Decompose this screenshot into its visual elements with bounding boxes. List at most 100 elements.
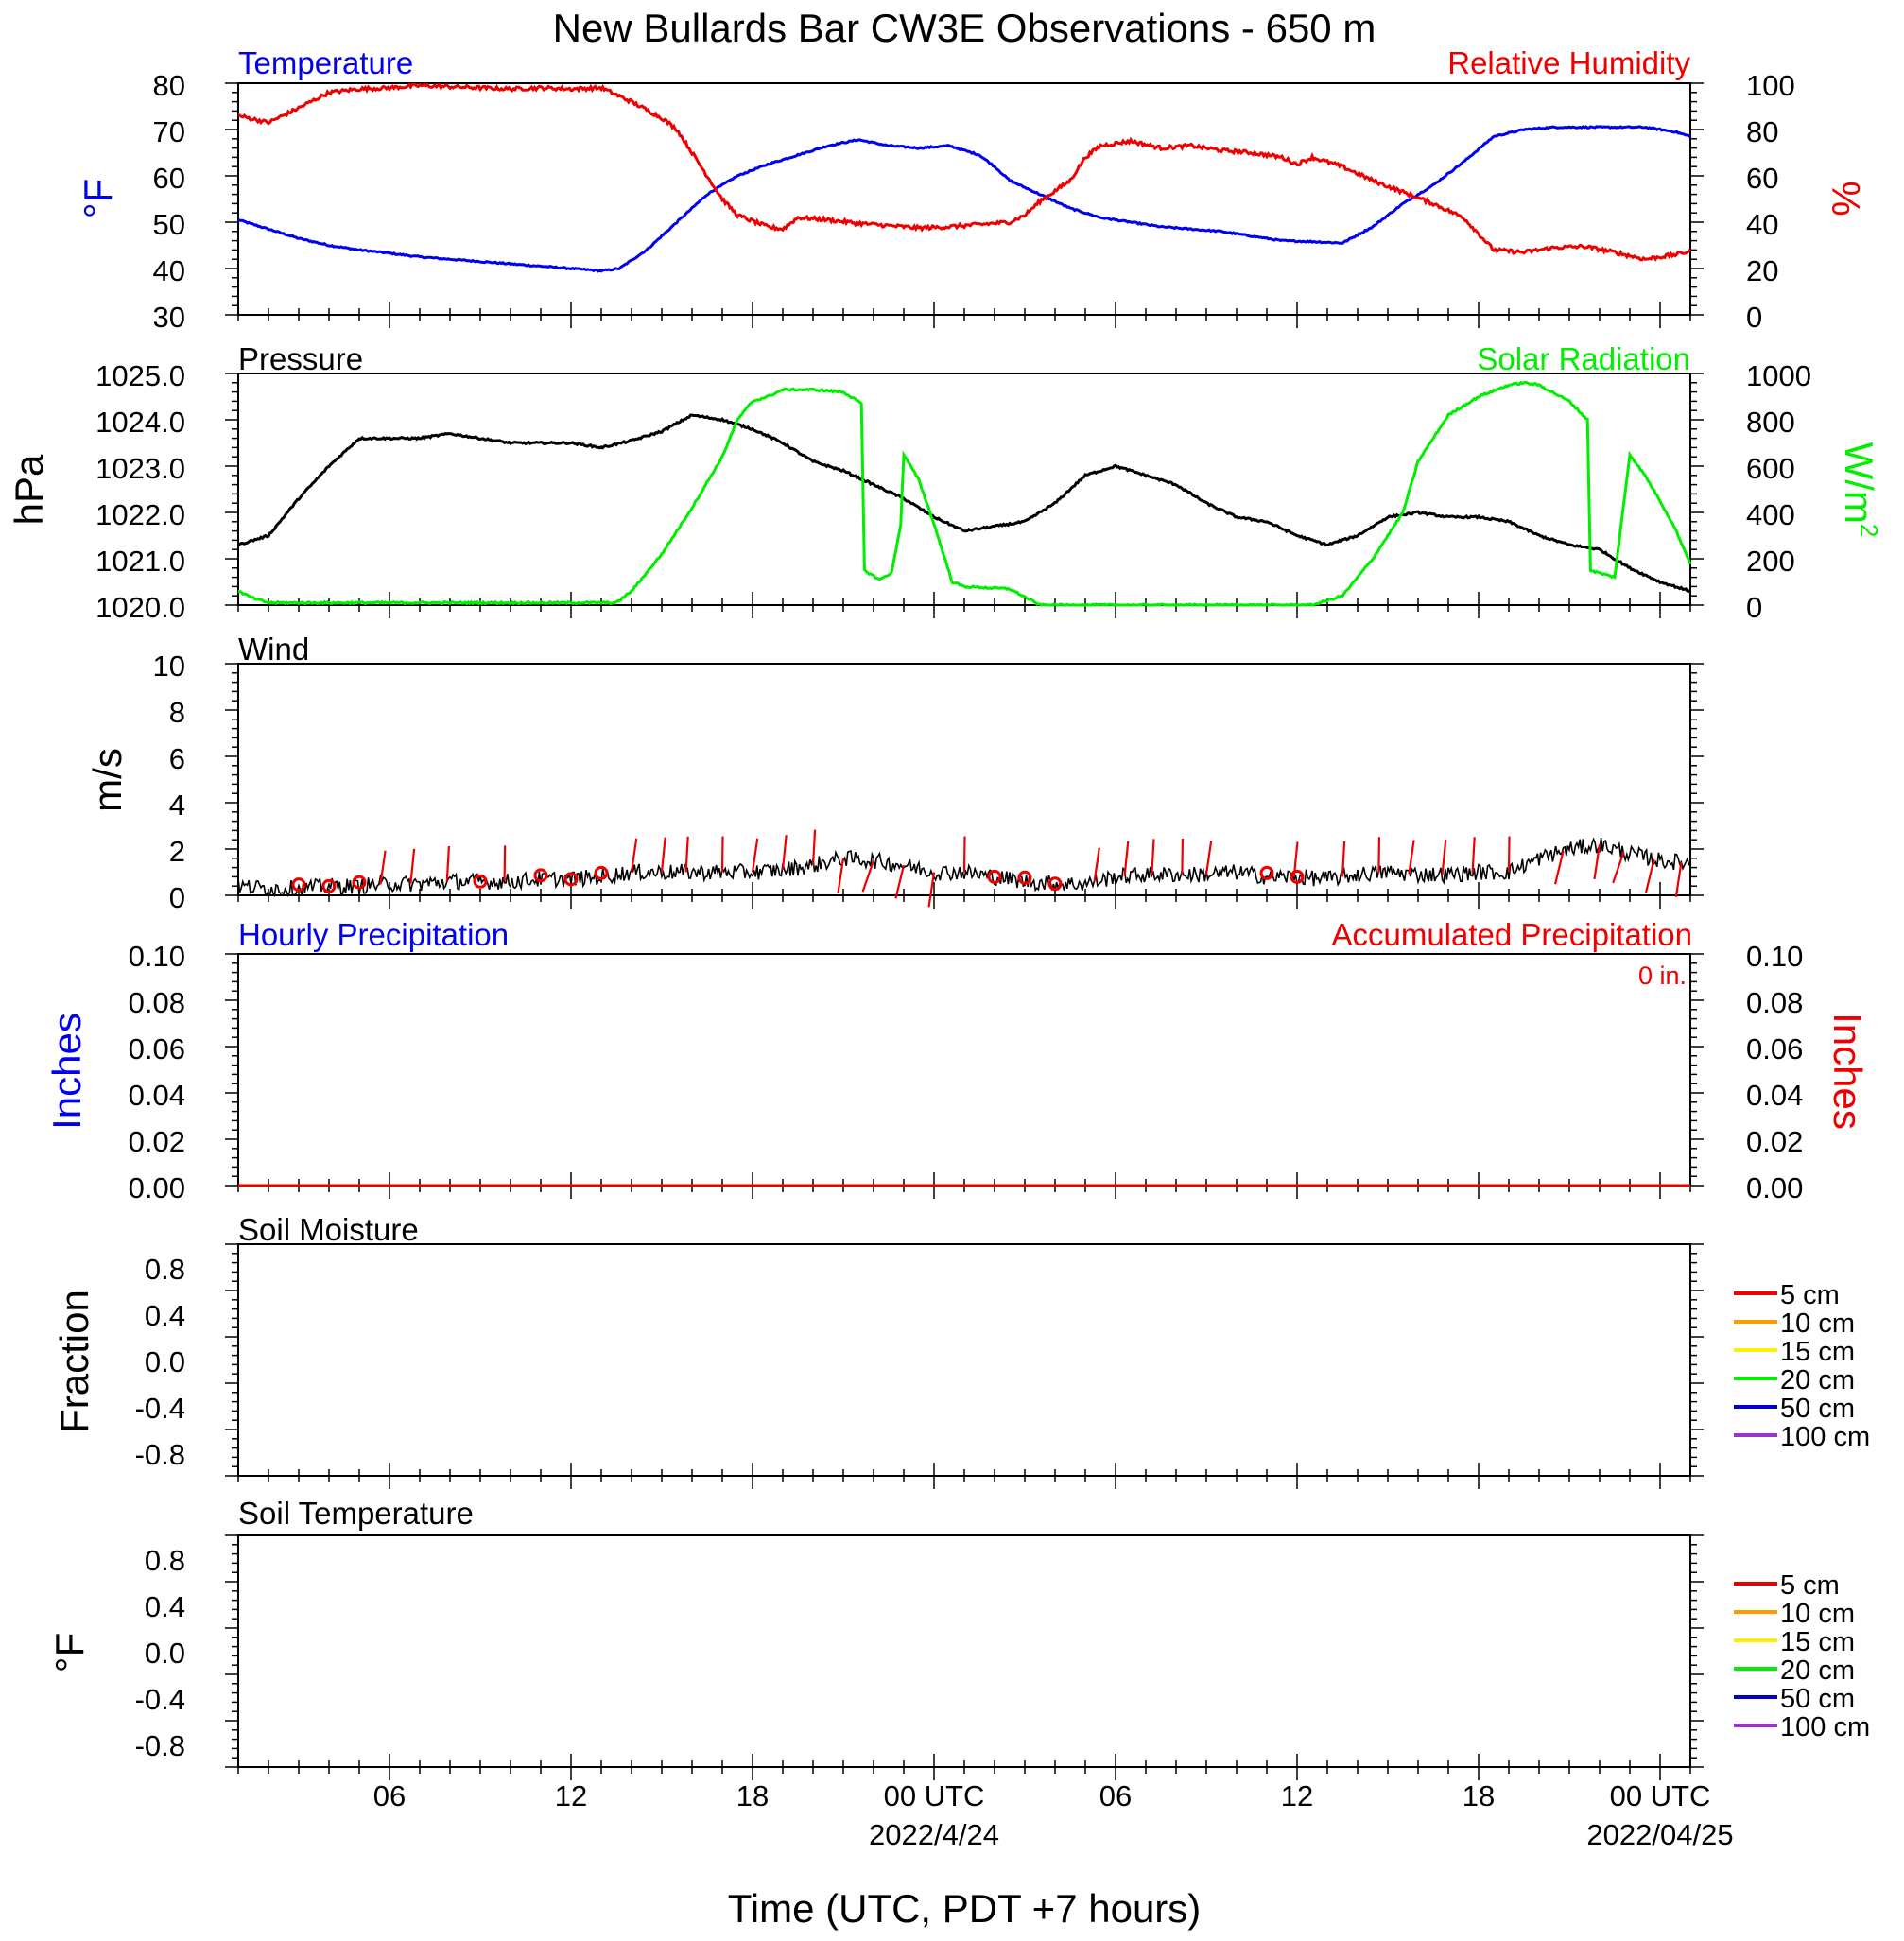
calm-wind-marker	[291, 877, 306, 893]
wind-barb	[503, 845, 507, 882]
legend-label: 15 cm	[1780, 1627, 1855, 1657]
soil-moisture-tick-label: 0.8	[145, 1253, 185, 1286]
precip-tick-label: 0.06	[129, 1032, 185, 1066]
wind-barb	[1507, 836, 1511, 873]
soil-moisture-tick-label: -0.4	[135, 1392, 185, 1425]
temp-tick-label: 30	[153, 301, 185, 334]
calm-wind-marker	[321, 878, 337, 893]
wind-barb	[962, 836, 966, 873]
soil-temp-frame	[237, 1534, 1691, 1768]
rh-tick-label: 0	[1746, 301, 1762, 334]
pressure-unit: hPa	[7, 454, 51, 525]
wind-tick-label: 0	[169, 881, 185, 914]
solar-radiation-line	[237, 380, 1692, 607]
legend-label: 10 cm	[1780, 1599, 1855, 1629]
soil-temp-ticks	[225, 1534, 1704, 1780]
wind-ticks	[225, 663, 1704, 909]
legend-label: 50 cm	[1780, 1684, 1855, 1714]
soil-moisture-tick-label: 0.0	[145, 1345, 185, 1378]
pressure-solar-frame	[237, 373, 1691, 606]
x-tick-label: 12	[1281, 1779, 1313, 1812]
wind-barb	[1292, 841, 1299, 877]
x-axis: 06 12 18 00 UTC 06 12 18 00 UTC 2022/4/2…	[373, 1779, 1734, 1931]
wind-barb	[630, 838, 638, 873]
wind-barb	[1093, 847, 1100, 882]
pressure-solar-ticks	[225, 373, 1704, 618]
temp-tick-label: 70	[153, 115, 185, 148]
temp-rh-frame	[237, 82, 1691, 316]
panel-temp-rh: Temperature Relative Humidity °F % 80 70…	[76, 45, 1868, 334]
x-axis-title: Time (UTC, PDT +7 hours)	[728, 1886, 1202, 1931]
wind-barb	[1593, 843, 1601, 880]
panel-soil-temperature: Soil Temperature °F 0.8 0.4 0.0 -0.4 -0.…	[47, 1496, 1870, 1780]
wind-barb	[861, 859, 875, 893]
pressure-tick-label: 1025.0	[95, 359, 185, 392]
solar-unit-base: W/m	[1837, 442, 1881, 524]
accum-tick-label: 0.02	[1746, 1125, 1803, 1158]
pressure-tick-label: 1020.0	[95, 591, 185, 624]
rh-tick-label: 20	[1746, 254, 1778, 287]
legend-label: 15 cm	[1780, 1337, 1855, 1367]
wind-unit: m/s	[85, 748, 130, 812]
wind-barb	[1612, 851, 1625, 884]
hourly-precip-unit: Inches	[44, 1013, 89, 1130]
calm-wind-marker	[1017, 870, 1032, 885]
accum-tick-label: 0.04	[1746, 1079, 1803, 1112]
wind-barb	[1341, 841, 1346, 877]
pressure-tick-label: 1021.0	[95, 545, 185, 578]
soil-moisture-tick-label: -0.8	[135, 1438, 185, 1471]
panel-soil-moisture: Soil Moisture Fraction 0.8 0.4 0.0 -0.4 …	[52, 1212, 1870, 1489]
wind-barb	[720, 836, 724, 873]
x-tick-label: 06	[373, 1779, 406, 1812]
wind-barb	[894, 864, 906, 899]
humidity-line	[237, 82, 1692, 262]
rh-tick-label: 80	[1746, 115, 1778, 148]
wind-barb	[1408, 840, 1415, 875]
temp-tick-label: 50	[153, 208, 185, 241]
wind-barb	[837, 858, 845, 893]
wind-tick-label: 6	[169, 742, 185, 775]
wind-tick-label: 2	[169, 835, 185, 868]
precip-tick-label: 0.10	[129, 940, 185, 973]
calm-wind-marker	[533, 868, 548, 883]
wind-tick-label: 10	[153, 650, 185, 683]
wind-barb	[1123, 841, 1130, 876]
temperature-line	[237, 125, 1691, 273]
wind-barb	[1471, 837, 1476, 874]
legend-label: 20 cm	[1780, 1655, 1855, 1686]
x-tick-label: 18	[736, 1779, 769, 1812]
calm-wind-marker	[987, 869, 1002, 884]
temperature-unit: °F	[76, 179, 120, 218]
soil-moisture-legend: 5 cm 10 cm 15 cm 20 cm 50 cm 100 cm	[1734, 1280, 1870, 1452]
accum-tick-label: 0.06	[1746, 1032, 1803, 1066]
rh-tick-label: 60	[1746, 162, 1778, 195]
rh-tick-label: 100	[1746, 69, 1795, 102]
wind-barb	[445, 845, 451, 882]
accum-tick-label: 0.10	[1746, 940, 1803, 973]
calm-wind-marker	[1047, 876, 1063, 892]
solar-tick-label: 1000	[1746, 359, 1811, 392]
soil-temp-tick-label: -0.4	[135, 1683, 185, 1716]
calm-wind-marker	[594, 865, 609, 880]
precip-tick-label: 0.02	[129, 1125, 185, 1158]
panel-wind: Wind m/s 10 8 6 4 2 0	[85, 632, 1704, 914]
soil-temp-tick-label: -0.8	[135, 1729, 185, 1762]
temp-tick-label: 40	[153, 254, 185, 287]
calm-wind-marker	[473, 874, 488, 889]
wind-tick-label: 8	[169, 696, 185, 729]
calm-wind-marker	[352, 875, 367, 890]
wind-title: Wind	[238, 632, 309, 667]
wind-barb	[1204, 841, 1213, 875]
wind-barb	[379, 850, 387, 885]
solar-tick-label: 0	[1746, 591, 1762, 624]
soil-moisture-unit: Fraction	[52, 1290, 96, 1433]
soil-temp-legend: 5 cm 10 cm 15 cm 20 cm 50 cm 100 cm	[1734, 1570, 1870, 1742]
legend-label: 100 cm	[1780, 1712, 1870, 1742]
solar-tick-label: 800	[1746, 406, 1795, 439]
solar-unit-superscript: 2	[1855, 524, 1883, 537]
wind-barb	[1674, 861, 1683, 897]
x-date-label: 2022/4/24	[869, 1818, 999, 1851]
precip-tick-label: 0.08	[129, 986, 185, 1019]
wind-barb	[751, 838, 759, 873]
wind-barbs	[291, 829, 1683, 908]
